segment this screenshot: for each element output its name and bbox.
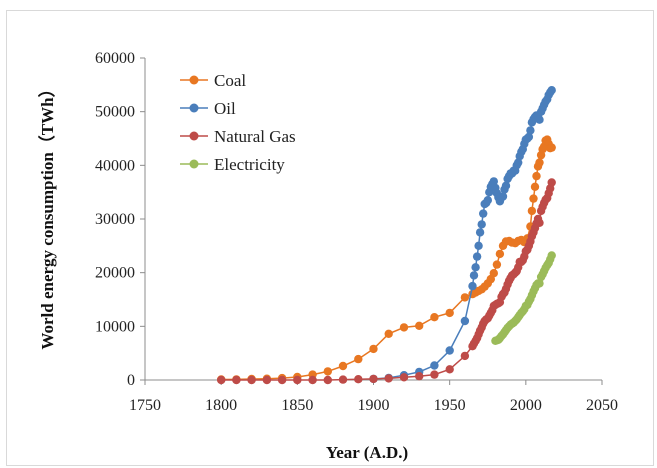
data-point [399, 373, 409, 382]
chart-frame [6, 10, 654, 466]
series-natural-gas [217, 178, 556, 385]
data-point [232, 375, 241, 385]
data-point [471, 263, 480, 272]
data-point [468, 281, 477, 291]
y-tick-label: 10000 [95, 318, 135, 335]
data-point [475, 228, 485, 237]
data-point [430, 361, 439, 370]
legend-label: Coal [214, 71, 246, 90]
data-point [415, 372, 424, 381]
data-point [501, 181, 511, 190]
data-point [338, 375, 348, 384]
y-tick-label: 20000 [95, 265, 135, 282]
data-point [474, 241, 483, 250]
data-point [323, 375, 332, 385]
data-point [262, 375, 272, 385]
data-point [247, 375, 256, 385]
x-tick-label: 1950 [434, 397, 466, 414]
x-tick-label: 1800 [205, 397, 237, 414]
y-tick-label: 60000 [95, 50, 135, 67]
data-point [514, 158, 523, 167]
legend-item: Natural Gas [180, 127, 296, 146]
data-point [323, 367, 332, 376]
x-tick-label: 1850 [281, 397, 313, 414]
data-point [547, 143, 556, 152]
y-tick-label: 50000 [95, 104, 135, 121]
x-axis-title: Year (A.D.) [326, 443, 408, 462]
data-point [489, 269, 498, 278]
legend-item: Coal [180, 71, 246, 90]
data-point [535, 218, 544, 227]
series-line [373, 89, 553, 380]
data-point [472, 252, 482, 261]
data-point [399, 323, 409, 332]
data-point [293, 375, 302, 385]
data-point [430, 313, 439, 322]
data-point [477, 220, 486, 229]
legend-label: Oil [214, 99, 236, 118]
y-tick-label: 40000 [95, 157, 135, 174]
series-electricity [491, 251, 556, 345]
series-line [221, 182, 553, 381]
data-point [535, 158, 544, 167]
legend-marker [189, 131, 199, 141]
data-point [535, 115, 544, 124]
legend-label: Natural Gas [214, 127, 296, 146]
data-point [527, 206, 537, 216]
legend: Coal Oil Natural Gas Electricity [180, 71, 296, 174]
data-point [445, 365, 454, 374]
series-oil [369, 86, 556, 384]
data-point [277, 375, 287, 385]
data-point [369, 344, 378, 354]
data-point [445, 346, 454, 355]
legend-marker [189, 75, 199, 85]
data-point [217, 375, 226, 385]
data-point [535, 279, 544, 288]
data-point [469, 271, 479, 280]
data-point [384, 374, 393, 383]
axes: 1750 1800 1850 1900 1950 2000 2050 0 10000 20000 3… [95, 50, 618, 414]
data-point [492, 260, 502, 269]
legend-item: Oil [180, 99, 236, 118]
y-axis-title: World energy consumption（TWh） [37, 80, 57, 349]
data-point [532, 171, 541, 181]
series-line [221, 138, 552, 381]
legend-marker [189, 159, 199, 169]
x-tick-label: 1900 [358, 397, 390, 414]
data-point [308, 375, 317, 385]
data-point [384, 329, 393, 338]
data-point [547, 178, 556, 187]
data-point [338, 361, 348, 371]
data-point [415, 321, 424, 330]
data-point [524, 132, 534, 142]
data-point [354, 375, 363, 384]
data-point [483, 196, 492, 205]
x-tick-label: 1750 [129, 397, 161, 414]
y-tick-label: 0 [127, 372, 135, 389]
data-point [460, 316, 470, 326]
data-point [526, 126, 535, 135]
series-layer [217, 86, 556, 385]
x-tick-label: 2050 [586, 397, 618, 414]
y-tick-label: 30000 [95, 211, 135, 228]
data-point [354, 354, 363, 364]
data-point [445, 308, 454, 318]
legend-item: Electricity [180, 155, 285, 174]
data-point [479, 209, 488, 218]
data-point [547, 251, 556, 260]
data-point [530, 182, 540, 191]
data-point [430, 370, 439, 379]
data-point [498, 192, 508, 201]
legend-marker [189, 103, 199, 113]
data-point [369, 374, 378, 384]
data-point [489, 177, 498, 186]
data-point [495, 249, 505, 259]
x-tick-label: 2000 [510, 397, 542, 414]
data-point [529, 194, 538, 203]
legend-label: Electricity [214, 155, 285, 174]
data-point [460, 293, 470, 302]
data-point [547, 86, 556, 95]
data-point [460, 351, 470, 361]
